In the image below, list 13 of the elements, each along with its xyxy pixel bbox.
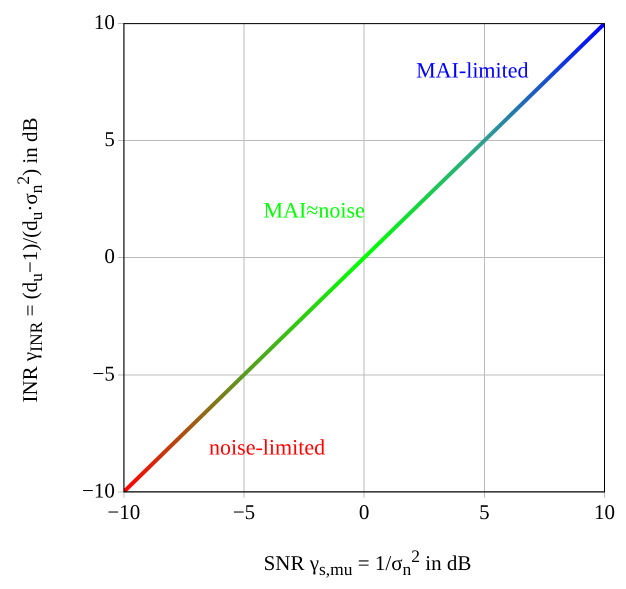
y-tick-label: −5 xyxy=(92,361,115,386)
annotation: MAI-limited xyxy=(416,58,529,83)
x-tick-label: −5 xyxy=(232,500,256,524)
x-tick-label: 10 xyxy=(594,500,615,524)
y-tick-label: −10 xyxy=(82,478,115,502)
y-tick-label: 10 xyxy=(94,10,115,34)
annotation: noise-limited xyxy=(209,434,326,460)
y-tick-label: 0 xyxy=(104,244,115,268)
y-tick-label: 5 xyxy=(104,127,115,152)
x-tick-label: 5 xyxy=(479,500,490,524)
x-axis-title: SNR γ$_{s,mu}$ = 1/σ$_{n}$$^{2}$ in dB xyxy=(262,546,472,580)
annotation: MAI≈noise xyxy=(264,198,365,223)
x-tick-label: 0 xyxy=(358,500,370,524)
